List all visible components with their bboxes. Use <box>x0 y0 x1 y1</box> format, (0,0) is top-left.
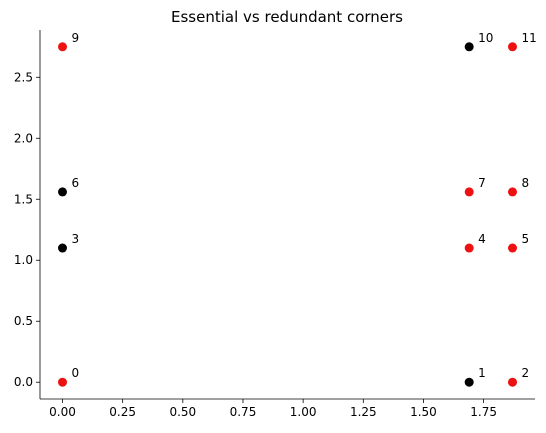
x-tick-label: 1.25 <box>350 405 377 419</box>
point-essential <box>464 377 474 387</box>
point-label: 5 <box>522 232 530 246</box>
plot-area: 0.00 0.25 0.50 0.75 1.00 1.25 1.50 1.750.00.51.… <box>14 30 537 419</box>
x-tick-label: 1.75 <box>470 405 497 419</box>
point-label: 8 <box>522 176 530 190</box>
point-label: 2 <box>522 366 530 380</box>
point-essential <box>58 243 67 253</box>
y-tick-label: 0.5 <box>14 314 33 328</box>
x-tick-label: 0.00 <box>49 405 76 419</box>
x-tick-label: 0.25 <box>109 405 136 419</box>
point-redundant <box>464 243 474 253</box>
y-tick-label: 1.0 <box>14 253 33 267</box>
y-tick-label: 2.5 <box>14 70 33 84</box>
point-redundant <box>58 377 67 387</box>
point-essential <box>464 42 474 52</box>
y-tick-label: 2.0 <box>14 131 33 145</box>
y-tick-label: 1.5 <box>14 192 33 206</box>
x-tick-label: 0.50 <box>169 405 196 419</box>
point-redundant <box>508 243 517 253</box>
point-redundant <box>508 187 517 197</box>
point-redundant <box>508 377 517 387</box>
y-tick-label: 0.0 <box>14 375 33 389</box>
point-label: 0 <box>72 366 80 380</box>
point-label: 3 <box>72 232 80 246</box>
point-redundant <box>508 42 517 52</box>
point-label: 7 <box>478 176 486 190</box>
x-tick-label: 0.75 <box>230 405 257 419</box>
point-label: 10 <box>478 31 493 45</box>
point-redundant <box>58 42 67 52</box>
point-label: 9 <box>72 31 80 45</box>
point-label: 6 <box>72 176 80 190</box>
point-essential <box>58 187 67 197</box>
point-label: 4 <box>478 232 486 246</box>
point-redundant <box>464 187 474 197</box>
x-tick-label: 1.00 <box>290 405 317 419</box>
chart-title: Essential vs redundant corners <box>171 8 403 26</box>
point-label: 1 <box>478 366 486 380</box>
x-tick-label: 1.50 <box>410 405 437 419</box>
point-label: 11 <box>522 31 537 45</box>
